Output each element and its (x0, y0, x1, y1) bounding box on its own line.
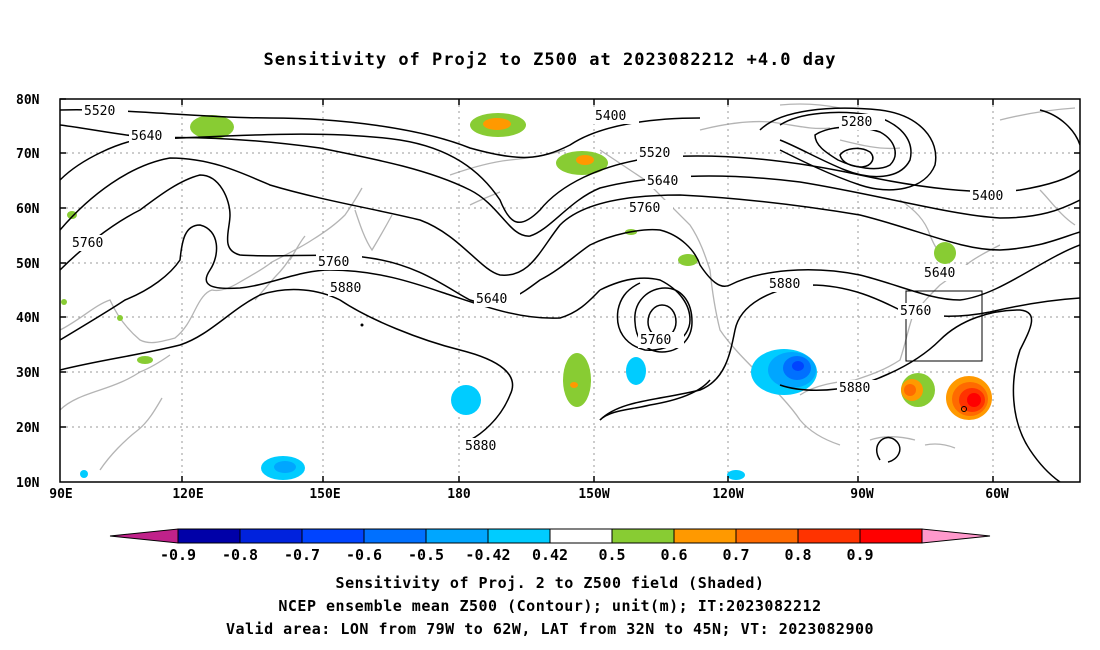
colorbar-label: -0.42 (465, 546, 510, 564)
colorbar-label: -0.5 (408, 546, 444, 564)
map-title: Sensitivity of Proj2 to Z500 at 20230822… (263, 50, 837, 70)
colorbar-cell (425, 528, 489, 544)
colorbar-label: -0.6 (346, 546, 382, 564)
sensitivity-shading (61, 113, 992, 480)
lon-label: 90W (850, 487, 874, 502)
colorbar-cell (549, 528, 613, 544)
lat-label: 40N (16, 311, 40, 326)
colorbar-low-end (109, 528, 179, 544)
contour-label: 5760 (318, 255, 349, 270)
colorbar-label: 0.7 (722, 546, 749, 564)
colorbar-cell (177, 528, 241, 544)
colorbar-label: 0.6 (660, 546, 687, 564)
contour-label: 5400 (972, 189, 1003, 204)
colorbar-cell (797, 528, 861, 544)
colorbar-cell (859, 528, 923, 544)
colorbar-high-end (921, 528, 991, 544)
lat-labels: 80N 70N 60N 50N 40N 30N 20N 10N (16, 93, 40, 491)
lat-label: 70N (16, 147, 40, 162)
colorbar-label: 0.9 (846, 546, 873, 564)
lat-label: 30N (16, 366, 40, 381)
colorbar-label: -0.7 (284, 546, 320, 564)
contour-label: 5760 (629, 201, 660, 216)
colorbar-cell (611, 528, 675, 544)
lon-label: 120E (172, 487, 203, 502)
lat-label: 20N (16, 421, 40, 436)
lon-label: 180 (447, 487, 471, 502)
colorbar-cell (363, 528, 427, 544)
lon-labels: 90E 120E 150E 180 150W 120W 90W 60W (49, 487, 1009, 502)
contour-label: 5400 (595, 109, 626, 124)
contour-label: 5640 (476, 292, 507, 307)
valid-area-box (905, 290, 983, 362)
z500-contours (60, 107, 1080, 482)
colorbar-label: 0.5 (598, 546, 625, 564)
colorbar-cell (301, 528, 365, 544)
lon-label: 60W (985, 487, 1009, 502)
lon-label: 150W (578, 487, 609, 502)
lon-label: 90E (49, 487, 72, 502)
contour-label: 5760 (640, 333, 671, 348)
contour-label: 5880 (839, 381, 870, 396)
contour-label: 5520 (639, 146, 670, 161)
contour-label: 5760 (72, 236, 103, 251)
contour-label: 5880 (769, 277, 800, 292)
lat-label: 60N (16, 202, 40, 217)
colorbar-label: 0.42 (532, 546, 568, 564)
contour-label: 5760 (900, 304, 931, 319)
contour-label: 5880 (465, 439, 496, 454)
lat-label: 50N (16, 257, 40, 272)
colorbar-cell (673, 528, 737, 544)
lat-label: 80N (16, 93, 40, 108)
contour-label: 5640 (131, 129, 162, 144)
lat-label: 10N (16, 476, 40, 491)
colorbar-cell (487, 528, 551, 544)
caption-line-1: Sensitivity of Proj. 2 to Z500 field (Sh… (335, 574, 765, 592)
colorbar-label: 0.8 (784, 546, 811, 564)
colorbar-label: -0.9 (160, 546, 196, 564)
lon-label: 150E (309, 487, 340, 502)
tick-marks (60, 98, 1080, 482)
contour-labels: 5520 5640 5760 5760 5880 5640 5880 5400 … (70, 103, 1016, 454)
colorbar-label: -0.8 (222, 546, 258, 564)
colorbar-cell (735, 528, 799, 544)
colorbar-cell (239, 528, 303, 544)
contour-label: 5280 (841, 115, 872, 130)
caption-line-3: Valid area: LON from 79W to 62W, LAT fro… (225, 620, 875, 638)
shade-positive (190, 115, 234, 139)
colorbar: -0.9 -0.8 -0.7 -0.6 -0.5 -0.42 0.42 0.5 0.6 0.7 0.… (109, 528, 991, 564)
shade-negative (451, 385, 481, 415)
contour-label: 5520 (84, 104, 115, 119)
contour-label: 5880 (330, 281, 361, 296)
contour-label: 5640 (924, 266, 955, 281)
contour-label: 5640 (647, 174, 678, 189)
plot-frame (59, 98, 1081, 483)
caption-line-2: NCEP ensemble mean Z500 (Contour); unit(… (278, 597, 822, 615)
lon-label: 120W (712, 487, 743, 502)
